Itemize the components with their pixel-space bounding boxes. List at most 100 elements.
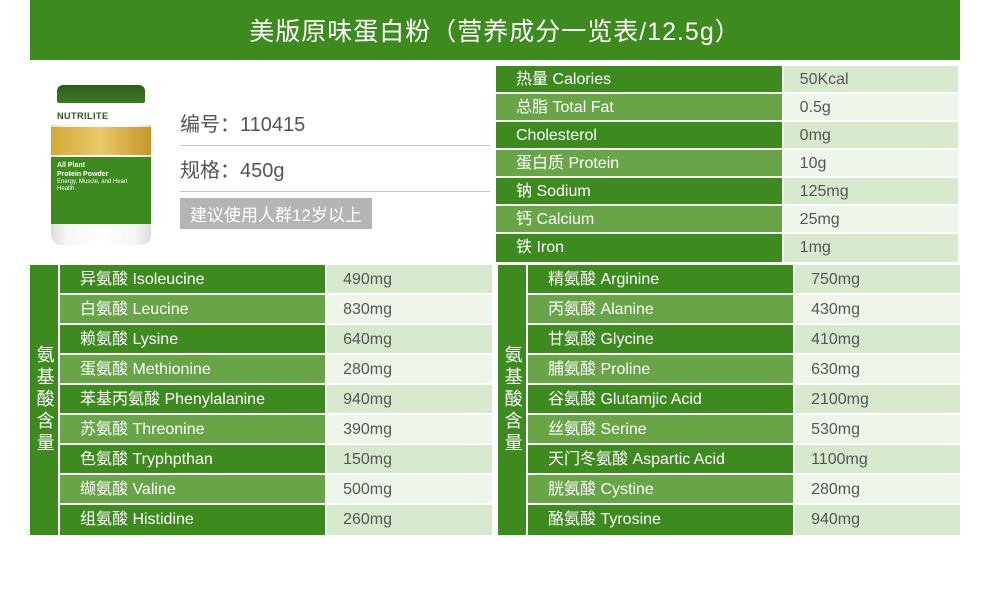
nutrition-row: 蛋白质 Protein10g [496, 150, 960, 178]
amino-value: 640mg [327, 325, 492, 353]
product-panel: NUTRILITE All Plant Protein Powder Energ… [30, 66, 490, 263]
amino-label: 脯氨酸 Proline [526, 355, 795, 383]
amino-right-table: 精氨酸 Arginine750mg丙氨酸 Alanine430mg甘氨酸 Gly… [526, 265, 960, 535]
amino-label: 缬氨酸 Valine [58, 475, 327, 503]
amino-row: 甘氨酸 Glycine410mg [526, 325, 960, 355]
nutrition-row: 钙 Calcium25mg [496, 206, 960, 234]
spec-label: 规格： [180, 160, 240, 182]
amino-right-column: 氨基酸含量 精氨酸 Arginine750mg丙氨酸 Alanine430mg甘… [498, 265, 960, 535]
amino-vertical-label-right: 氨基酸含量 [498, 265, 526, 535]
amino-row: 胱氨酸 Cystine280mg [526, 475, 960, 505]
amino-row: 蛋氨酸 Methionine280mg [58, 355, 492, 385]
amino-row: 异氨酸 Isoleucine490mg [58, 265, 492, 295]
amino-label: 色氨酸 Tryphpthan [58, 445, 327, 473]
amino-value: 280mg [795, 475, 960, 503]
nutrition-infographic: 美版原味蛋白粉（营养成分一览表/12.5g） NUTRILITE All Pla… [0, 0, 990, 614]
page-title: 美版原味蛋白粉（营养成分一览表/12.5g） [30, 0, 960, 60]
age-recommendation: 建议使用人群12岁以上 [180, 198, 372, 229]
amino-row: 精氨酸 Arginine750mg [526, 265, 960, 295]
nutrition-row: Cholesterol0mg [496, 122, 960, 150]
nutrition-value: 125mg [784, 178, 960, 204]
nutrition-row: 总脂 Total Fat0.5g [496, 94, 960, 122]
amino-row: 苏氨酸 Threonine390mg [58, 415, 492, 445]
amino-row: 白氨酸 Leucine830mg [58, 295, 492, 325]
amino-left-table: 异氨酸 Isoleucine490mg白氨酸 Leucine830mg赖氨酸 L… [58, 265, 492, 535]
nutrition-label: 总脂 Total Fat [496, 94, 784, 120]
nutrition-row: 钠 Sodium125mg [496, 178, 960, 206]
product-name-2: Protein Powder [57, 170, 145, 179]
amino-value: 490mg [327, 265, 492, 293]
amino-row: 赖氨酸 Lysine640mg [58, 325, 492, 355]
amino-label: 苯基丙氨酸 Phenylalanine [58, 385, 327, 413]
amino-left-column: 氨基酸含量 异氨酸 Isoleucine490mg白氨酸 Leucine830m… [30, 265, 492, 535]
nutrition-value: 1mg [784, 234, 960, 262]
amino-value: 390mg [327, 415, 492, 443]
amino-value: 1100mg [795, 445, 960, 473]
product-name-1: All Plant [57, 161, 145, 170]
amino-label: 天门冬氨酸 Aspartic Acid [526, 445, 795, 473]
code-label: 编号： [180, 114, 240, 136]
nutrition-facts-table: 热量 Calories50Kcal总脂 Total Fat0.5gCholest… [496, 66, 960, 263]
nutrition-value: 50Kcal [784, 66, 960, 92]
spec-value: 450g [240, 160, 285, 182]
nutrition-label: 蛋白质 Protein [496, 150, 784, 176]
amino-label: 蛋氨酸 Methionine [58, 355, 327, 383]
nutrition-label: 铁 Iron [496, 234, 784, 262]
nutrition-row: 热量 Calories50Kcal [496, 66, 960, 94]
amino-row: 缬氨酸 Valine500mg [58, 475, 492, 505]
amino-value: 2100mg [795, 385, 960, 413]
product-jar-illustration: NUTRILITE All Plant Protein Powder Energ… [51, 85, 151, 245]
amino-label: 丙氨酸 Alanine [526, 295, 795, 323]
nutrition-value: 25mg [784, 206, 960, 232]
amino-row: 谷氨酸 Glutamjic Acid2100mg [526, 385, 960, 415]
amino-label: 赖氨酸 Lysine [58, 325, 327, 353]
amino-value: 280mg [327, 355, 492, 383]
product-image: NUTRILITE All Plant Protein Powder Energ… [36, 72, 166, 257]
amino-label: 组氨酸 Histidine [58, 505, 327, 535]
nutrition-label: 钠 Sodium [496, 178, 784, 204]
nutrition-value: 0.5g [784, 94, 960, 120]
amino-acid-section: 氨基酸含量 异氨酸 Isoleucine490mg白氨酸 Leucine830m… [30, 265, 960, 535]
nutrition-row: 铁 Iron1mg [496, 234, 960, 262]
amino-value: 830mg [327, 295, 492, 323]
code-value: 110415 [240, 114, 305, 136]
nutrition-label: 热量 Calories [496, 66, 784, 92]
amino-label: 异氨酸 Isoleucine [58, 265, 327, 293]
amino-value: 630mg [795, 355, 960, 383]
product-code: 编号：110415 [180, 100, 490, 146]
amino-label: 白氨酸 Leucine [58, 295, 327, 323]
nutrition-label: Cholesterol [496, 122, 784, 148]
amino-row: 组氨酸 Histidine260mg [58, 505, 492, 535]
nutrition-value: 10g [784, 150, 960, 176]
amino-value: 150mg [327, 445, 492, 473]
amino-row: 脯氨酸 Proline630mg [526, 355, 960, 385]
amino-label: 苏氨酸 Threonine [58, 415, 327, 443]
amino-label: 丝氨酸 Serine [526, 415, 795, 443]
product-info: 编号：110415 规格：450g 建议使用人群12岁以上 [180, 100, 490, 229]
amino-value: 260mg [327, 505, 492, 535]
amino-row: 天门冬氨酸 Aspartic Acid1100mg [526, 445, 960, 475]
top-section: NUTRILITE All Plant Protein Powder Energ… [30, 66, 960, 263]
amino-value: 940mg [327, 385, 492, 413]
amino-value: 940mg [795, 505, 960, 535]
amino-label: 谷氨酸 Glutamjic Acid [526, 385, 795, 413]
nutrition-label: 钙 Calcium [496, 206, 784, 232]
amino-label: 酪氨酸 Tyrosine [526, 505, 795, 535]
amino-row: 丙氨酸 Alanine430mg [526, 295, 960, 325]
amino-label: 甘氨酸 Glycine [526, 325, 795, 353]
amino-value: 530mg [795, 415, 960, 443]
product-brand: NUTRILITE [57, 111, 145, 121]
amino-label: 胱氨酸 Cystine [526, 475, 795, 503]
amino-value: 750mg [795, 265, 960, 293]
amino-value: 430mg [795, 295, 960, 323]
amino-row: 丝氨酸 Serine530mg [526, 415, 960, 445]
nutrition-value: 0mg [784, 122, 960, 148]
amino-vertical-label-left: 氨基酸含量 [30, 265, 58, 535]
amino-label: 精氨酸 Arginine [526, 265, 795, 293]
amino-row: 苯基丙氨酸 Phenylalanine940mg [58, 385, 492, 415]
amino-row: 酪氨酸 Tyrosine940mg [526, 505, 960, 535]
amino-row: 色氨酸 Tryphpthan150mg [58, 445, 492, 475]
amino-value: 410mg [795, 325, 960, 353]
amino-value: 500mg [327, 475, 492, 503]
product-tagline: Energy, Muscle, and Heart Health [57, 179, 145, 195]
